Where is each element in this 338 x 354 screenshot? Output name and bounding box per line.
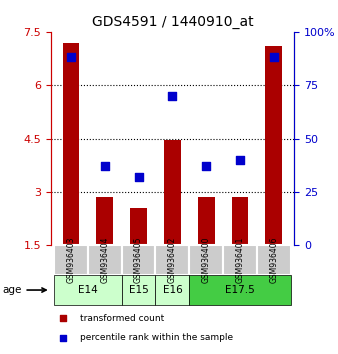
FancyBboxPatch shape xyxy=(155,275,189,305)
Text: E14: E14 xyxy=(78,285,98,295)
Text: GSM936403: GSM936403 xyxy=(67,237,75,284)
Point xyxy=(136,174,141,180)
Text: transformed count: transformed count xyxy=(80,314,164,323)
Text: GSM936402: GSM936402 xyxy=(168,237,177,283)
Text: GSM936406: GSM936406 xyxy=(269,237,278,284)
Point xyxy=(280,269,286,275)
FancyBboxPatch shape xyxy=(189,275,291,305)
FancyBboxPatch shape xyxy=(189,245,223,275)
Text: GSM936405: GSM936405 xyxy=(134,237,143,284)
Text: percentile rank within the sample: percentile rank within the sample xyxy=(80,333,233,342)
FancyBboxPatch shape xyxy=(54,275,122,305)
Bar xyxy=(232,197,248,245)
Text: GSM936400: GSM936400 xyxy=(202,237,211,284)
FancyBboxPatch shape xyxy=(122,275,155,305)
Text: E15: E15 xyxy=(129,285,148,295)
Bar xyxy=(164,140,181,245)
Bar xyxy=(265,46,282,245)
Text: E17.5: E17.5 xyxy=(225,285,255,295)
Point xyxy=(237,157,243,163)
Point xyxy=(203,164,209,169)
Text: GSM936404: GSM936404 xyxy=(100,237,109,284)
Text: age: age xyxy=(2,285,46,295)
Bar xyxy=(198,197,215,245)
Title: GDS4591 / 1440910_at: GDS4591 / 1440910_at xyxy=(92,16,253,29)
Bar xyxy=(130,208,147,245)
Point xyxy=(68,55,74,60)
Point xyxy=(102,164,107,169)
Point xyxy=(170,93,175,99)
Bar xyxy=(96,197,113,245)
Bar xyxy=(63,42,79,245)
FancyBboxPatch shape xyxy=(223,245,257,275)
Text: GSM936401: GSM936401 xyxy=(236,237,244,283)
Point xyxy=(271,55,276,60)
FancyBboxPatch shape xyxy=(122,245,155,275)
FancyBboxPatch shape xyxy=(155,245,189,275)
FancyBboxPatch shape xyxy=(54,245,88,275)
FancyBboxPatch shape xyxy=(257,245,291,275)
FancyBboxPatch shape xyxy=(88,245,122,275)
Text: E16: E16 xyxy=(163,285,182,295)
Point xyxy=(280,95,286,100)
